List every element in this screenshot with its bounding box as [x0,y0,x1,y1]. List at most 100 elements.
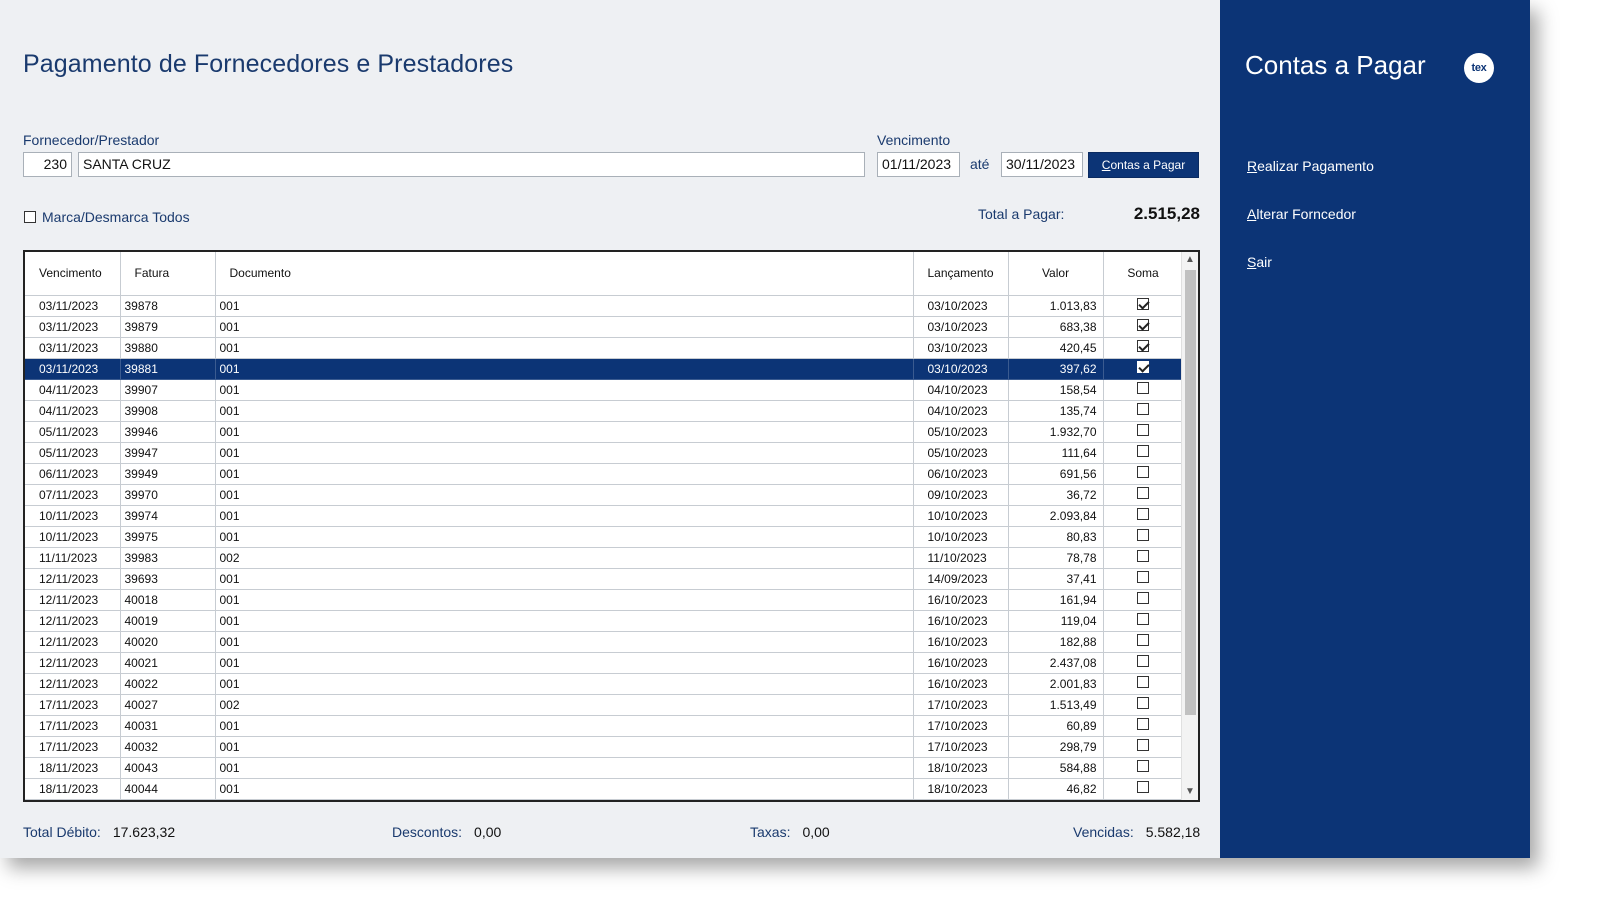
cell-soma [1103,757,1184,779]
table-row[interactable]: 04/11/2023 39907 001 04/10/2023 158,54 [25,379,1184,401]
chevron-down-icon[interactable]: ▼ [1185,786,1195,797]
soma-checkbox[interactable] [1137,361,1149,373]
col-header-documento[interactable]: Documento [215,252,914,296]
brand-logo: tex [1464,53,1494,83]
cell-soma [1103,526,1184,548]
soma-checkbox[interactable] [1137,550,1149,562]
table-row[interactable]: 12/11/2023 40020 001 16/10/2023 182,88 [25,631,1184,653]
table-row[interactable]: 10/11/2023 39974 001 10/10/2023 2.093,84 [25,505,1184,527]
due-to-field[interactable]: 30/11/2023 [1001,152,1083,177]
cell-fatura: 39970 [120,484,216,506]
cell-lancamento: 03/10/2023 [913,295,1009,317]
vertical-scrollbar[interactable]: ▲ ▼ [1181,252,1198,800]
soma-checkbox[interactable] [1137,445,1149,457]
cell-fatura: 40020 [120,631,216,653]
soma-checkbox[interactable] [1137,781,1149,793]
supplier-name-field[interactable]: SANTA CRUZ [78,152,865,177]
table-row[interactable]: 17/11/2023 40027 002 17/10/2023 1.513,49 [25,694,1184,716]
select-all-checkbox[interactable] [24,211,36,223]
table-row[interactable]: 10/11/2023 39975 001 10/10/2023 80,83 [25,526,1184,548]
soma-checkbox[interactable] [1137,676,1149,688]
table-row[interactable]: 03/11/2023 39881 001 03/10/2023 397,62 [25,358,1184,380]
table-row[interactable]: 18/11/2023 40044 001 18/10/2023 46,82 [25,778,1184,800]
soma-checkbox[interactable] [1137,739,1149,751]
table-row[interactable]: 12/11/2023 40018 001 16/10/2023 161,94 [25,589,1184,611]
table-row[interactable]: 07/11/2023 39970 001 09/10/2023 36,72 [25,484,1184,506]
cell-valor: 80,83 [1008,526,1104,548]
cell-fatura: 39946 [120,421,216,443]
table-row[interactable]: 18/11/2023 40043 001 18/10/2023 584,88 [25,757,1184,779]
table-row[interactable]: 05/11/2023 39946 001 05/10/2023 1.932,70 [25,421,1184,443]
table-row[interactable]: 12/11/2023 40022 001 16/10/2023 2.001,83 [25,673,1184,695]
button-mnemonic: C [1101,158,1111,172]
col-header-fatura[interactable]: Fatura [120,252,216,296]
cell-vencimento: 11/11/2023 [25,547,121,569]
sidebar-item-realizar-pagamento[interactable]: Realizar Pagamento [1247,158,1374,174]
soma-checkbox[interactable] [1137,319,1149,331]
cell-vencimento: 12/11/2023 [25,631,121,653]
chevron-up-icon[interactable]: ▲ [1185,254,1195,265]
table-row[interactable]: 03/11/2023 39879 001 03/10/2023 683,38 [25,316,1184,338]
col-header-vencimento[interactable]: Vencimento [25,252,121,296]
cell-vencimento: 17/11/2023 [25,694,121,716]
cell-fatura: 40021 [120,652,216,674]
cell-lancamento: 04/10/2023 [913,400,1009,422]
soma-checkbox[interactable] [1137,718,1149,730]
cell-documento: 001 [215,358,914,380]
soma-checkbox[interactable] [1137,571,1149,583]
cell-documento: 001 [215,295,914,317]
cell-soma [1103,295,1184,317]
soma-checkbox[interactable] [1137,382,1149,394]
table-row[interactable]: 03/11/2023 39878 001 03/10/2023 1.013,83 [25,295,1184,317]
table-row[interactable]: 12/11/2023 40021 001 16/10/2023 2.437,08 [25,652,1184,674]
sidebar-item-sair[interactable]: Sair [1247,254,1272,270]
cell-valor: 78,78 [1008,547,1104,569]
table-row[interactable]: 12/11/2023 39693 001 14/09/2023 37,41 [25,568,1184,590]
soma-checkbox[interactable] [1137,508,1149,520]
soma-checkbox[interactable] [1137,760,1149,772]
soma-checkbox[interactable] [1137,613,1149,625]
select-all-label: Marca/Desmarca Todos [42,209,190,225]
cell-vencimento: 12/11/2023 [25,673,121,695]
cell-lancamento: 05/10/2023 [913,421,1009,443]
cell-lancamento: 06/10/2023 [913,463,1009,485]
soma-checkbox[interactable] [1137,487,1149,499]
sidebar: Contas a Pagar tex Realizar Pagamento Al… [1220,0,1530,858]
table-row[interactable]: 06/11/2023 39949 001 06/10/2023 691,56 [25,463,1184,485]
due-date-label: Vencimento [877,132,951,148]
table-row[interactable]: 12/11/2023 40019 001 16/10/2023 119,04 [25,610,1184,632]
soma-checkbox[interactable] [1137,298,1149,310]
soma-checkbox[interactable] [1137,340,1149,352]
table-row[interactable]: 03/11/2023 39880 001 03/10/2023 420,45 [25,337,1184,359]
cell-lancamento: 18/10/2023 [913,778,1009,800]
soma-checkbox[interactable] [1137,655,1149,667]
col-header-valor[interactable]: Valor [1008,252,1104,296]
soma-checkbox[interactable] [1137,529,1149,541]
table-row[interactable]: 17/11/2023 40032 001 17/10/2023 298,79 [25,736,1184,758]
due-from-field[interactable]: 01/11/2023 [877,152,960,177]
cell-documento: 001 [215,757,914,779]
table-row[interactable]: 04/11/2023 39908 001 04/10/2023 135,74 [25,400,1184,422]
table-row[interactable]: 05/11/2023 39947 001 05/10/2023 111,64 [25,442,1184,464]
payables-grid[interactable]: Vencimento Fatura Documento Lançamento V… [23,250,1200,802]
soma-checkbox[interactable] [1137,403,1149,415]
supplier-code-field[interactable]: 230 [23,152,72,177]
scroll-thumb[interactable] [1185,270,1196,715]
soma-checkbox[interactable] [1137,466,1149,478]
table-row[interactable]: 11/11/2023 39983 002 11/10/2023 78,78 [25,547,1184,569]
soma-checkbox[interactable] [1137,592,1149,604]
soma-checkbox[interactable] [1137,634,1149,646]
table-row[interactable]: 17/11/2023 40031 001 17/10/2023 60,89 [25,715,1184,737]
select-all-toggle[interactable]: Marca/Desmarca Todos [24,209,190,225]
sidebar-item-alterar-fornecedor[interactable]: Alterar Forncedor [1247,206,1356,222]
cell-soma [1103,442,1184,464]
cell-valor: 420,45 [1008,337,1104,359]
soma-checkbox[interactable] [1137,697,1149,709]
soma-checkbox[interactable] [1137,424,1149,436]
cell-documento: 001 [215,736,914,758]
col-header-soma[interactable]: Soma [1103,252,1184,296]
cell-lancamento: 10/10/2023 [913,505,1009,527]
cell-fatura: 39983 [120,547,216,569]
col-header-lancamento[interactable]: Lançamento [913,252,1009,296]
